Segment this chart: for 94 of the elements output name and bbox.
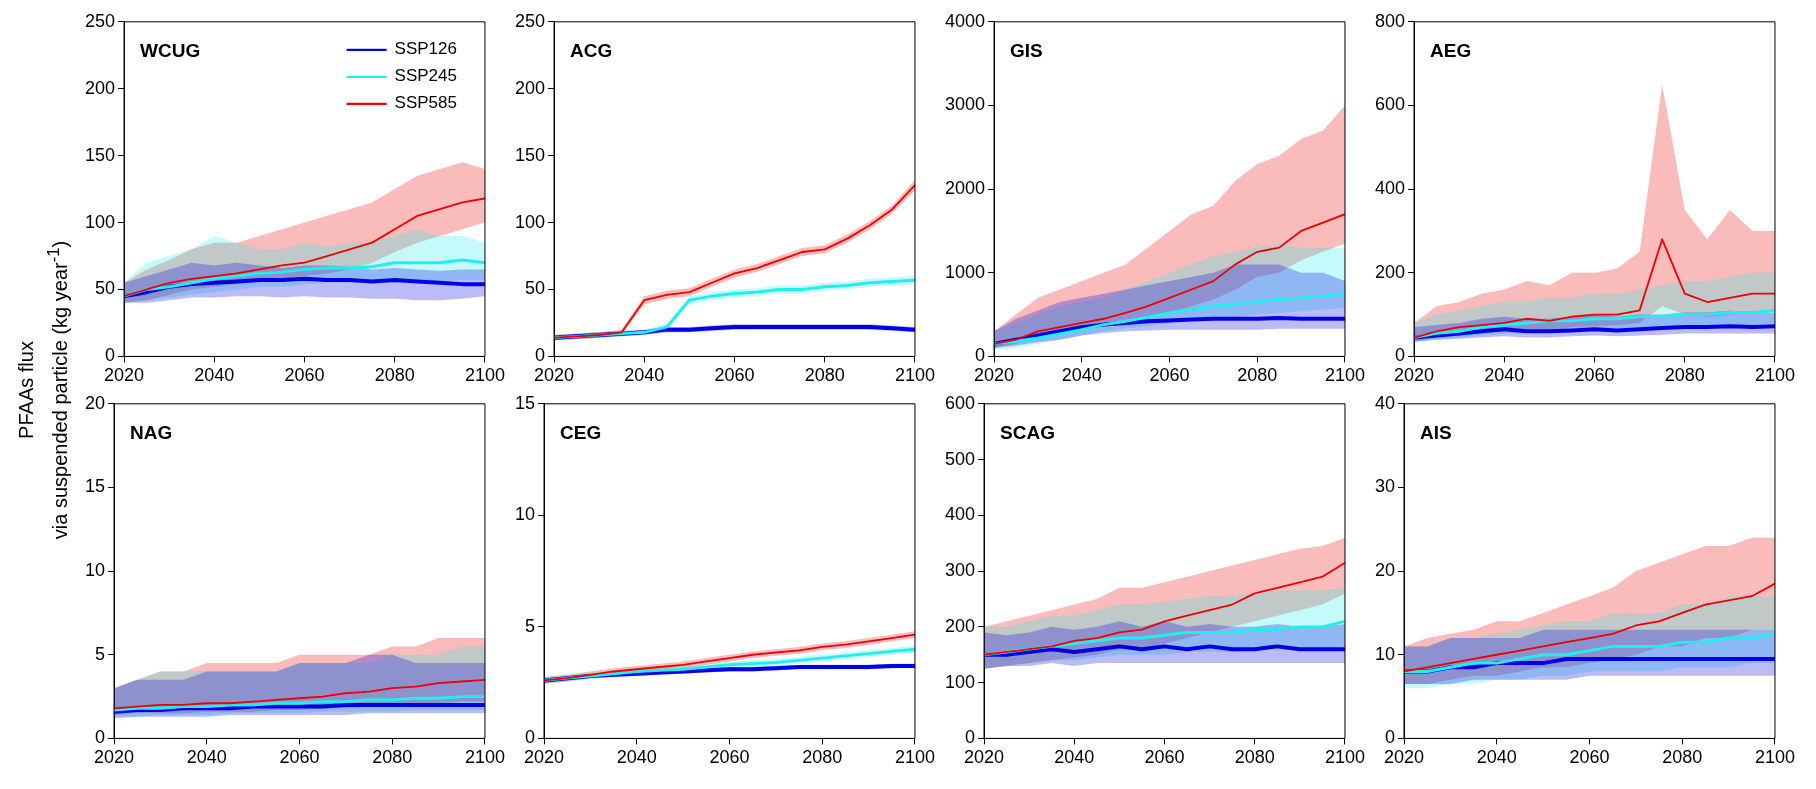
x-tick-label: 2100 <box>1754 747 1795 768</box>
y-tick-label: 100 <box>514 211 546 232</box>
y-tick-label: 600 <box>1374 94 1406 115</box>
x-tick-label: 2100 <box>1324 747 1365 768</box>
x-tick-label: 2060 <box>709 747 750 768</box>
y-tick-label: 30 <box>1374 476 1396 497</box>
x-tick-label: 2080 <box>1662 747 1703 768</box>
y-tick-label: 5 <box>525 615 536 636</box>
y-tick-label: 250 <box>84 10 116 31</box>
y-tick-label: 200 <box>944 615 976 636</box>
y-tick-label: 150 <box>514 144 546 165</box>
y-tick-label: 0 <box>1395 345 1406 366</box>
x-tick-label: 2100 <box>1324 365 1365 386</box>
y-tick-label: 250 <box>514 10 546 31</box>
y-tick-label: 100 <box>84 211 116 232</box>
x-tick-label: 2020 <box>1384 747 1425 768</box>
y-tick-label: 5 <box>95 643 106 664</box>
x-tick-label: 2080 <box>1237 365 1278 386</box>
y-tick-label: 1000 <box>945 261 986 282</box>
y-tick-label: 0 <box>965 727 976 748</box>
x-tick-label: 2060 <box>284 365 325 386</box>
x-tick-label: 2040 <box>186 747 227 768</box>
x-tick-label: 2020 <box>94 747 135 768</box>
y-tick-label: 600 <box>944 392 976 413</box>
text: CEG <box>560 422 602 444</box>
y-tick-label: 200 <box>514 77 546 98</box>
x-tick-label: 2040 <box>624 365 665 386</box>
legend-label: SSP585 <box>394 93 457 113</box>
x-tick-label: 2020 <box>104 365 145 386</box>
text: ACG <box>570 40 613 62</box>
x-tick-label: 2060 <box>1144 747 1185 768</box>
y-tick-label: 50 <box>95 278 116 299</box>
x-tick-label: 2100 <box>894 747 935 768</box>
x-tick-label: 2020 <box>964 747 1005 768</box>
x-tick-label: 2040 <box>1476 747 1517 768</box>
x-tick-label: 2040 <box>1484 365 1525 386</box>
y-tick-label: 10 <box>514 504 536 525</box>
y-tick-label: 400 <box>944 504 976 525</box>
x-tick-label: 2060 <box>714 365 755 386</box>
y-tick-label: 10 <box>84 560 106 581</box>
y-tick-label: 4000 <box>945 10 986 31</box>
y-tick-label: 200 <box>1374 261 1406 282</box>
x-tick-label: 2020 <box>524 747 565 768</box>
x-tick-label: 2080 <box>1664 365 1705 386</box>
y-tick-label: 500 <box>944 448 976 469</box>
x-tick-label: 2020 <box>974 365 1015 386</box>
y-tick-label: 2000 <box>945 178 986 199</box>
y-tick-label: 0 <box>105 345 116 366</box>
x-tick-label: 2080 <box>372 747 413 768</box>
text: WCUG <box>140 40 201 62</box>
text: AEG <box>1430 40 1472 62</box>
x-tick-label: 2100 <box>464 747 505 768</box>
text: AIS <box>1420 422 1452 444</box>
y-tick-label: 0 <box>1385 727 1396 748</box>
x-tick-label: 2080 <box>804 365 845 386</box>
y-tick-label: 40 <box>1374 392 1396 413</box>
y-tick-label: 50 <box>525 278 546 299</box>
x-tick-label: 2020 <box>1394 365 1435 386</box>
y-tick-label: 300 <box>944 560 976 581</box>
text: GIS <box>1010 40 1043 62</box>
y-tick-label: 20 <box>1374 560 1396 581</box>
x-tick-label: 2060 <box>279 747 320 768</box>
x-tick-label: 2060 <box>1574 365 1615 386</box>
y-tick-label: 10 <box>1374 643 1396 664</box>
y-tick-label: 15 <box>84 476 106 497</box>
y-tick-label: 100 <box>944 671 976 692</box>
y-tick-label: 0 <box>535 345 546 366</box>
x-tick-label: 2100 <box>894 365 935 386</box>
y-tick-label: 0 <box>95 727 106 748</box>
x-tick-label: 2060 <box>1569 747 1610 768</box>
x-tick-label: 2060 <box>1149 365 1190 386</box>
y-tick-label: 0 <box>975 345 986 366</box>
y-tick-label: 20 <box>84 392 106 413</box>
x-tick-label: 2080 <box>1234 747 1275 768</box>
x-tick-label: 2040 <box>1061 365 1102 386</box>
y-tick-label: 150 <box>84 144 116 165</box>
legend-label: SSP245 <box>394 66 457 86</box>
x-tick-label: 2040 <box>1054 747 1095 768</box>
x-tick-label: 2080 <box>374 365 415 386</box>
y-tick-label: 0 <box>525 727 536 748</box>
y-tick-label: 800 <box>1374 10 1406 31</box>
x-tick-label: 2100 <box>1754 365 1795 386</box>
x-tick-label: 2020 <box>534 365 575 386</box>
y-tick-label: 15 <box>514 392 536 413</box>
y-tick-label: 200 <box>84 77 116 98</box>
legend-label: SSP126 <box>394 39 457 59</box>
y-tick-label: 3000 <box>945 94 986 115</box>
text: SCAG <box>1000 422 1055 444</box>
x-tick-label: 2080 <box>802 747 843 768</box>
y-tick-label: 400 <box>1374 178 1406 199</box>
text: NAG <box>130 422 173 444</box>
x-tick-label: 2040 <box>194 365 235 386</box>
x-tick-label: 2100 <box>464 365 505 386</box>
x-tick-label: 2040 <box>616 747 657 768</box>
